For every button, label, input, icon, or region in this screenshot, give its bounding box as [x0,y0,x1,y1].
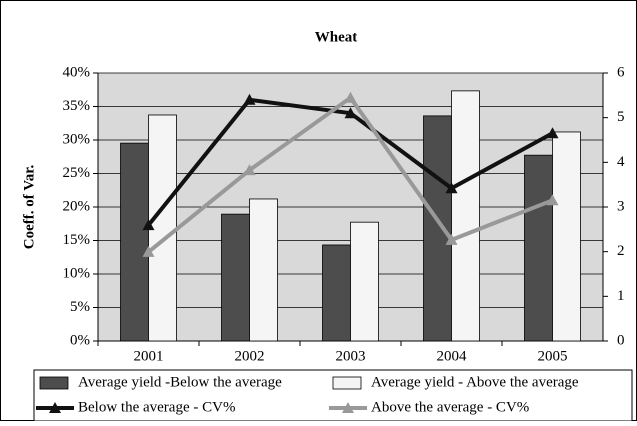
bar [423,115,452,342]
x-tick-label: 2005 [538,348,568,364]
legend-marker [342,402,354,413]
line-marker [445,233,458,245]
bar [524,154,553,342]
bar [451,90,480,342]
line-marker [142,245,155,257]
y-tick-label: 0% [70,332,90,348]
legend-marker [49,402,61,413]
y2-tick-label: 4 [617,154,625,170]
bar [322,244,351,342]
line-marker [546,127,559,139]
line-marker [243,164,256,176]
y2-tick-label: 2 [617,243,625,259]
chart-title: Wheat [315,29,358,45]
y2-tick-label: 1 [617,288,625,304]
line-marker [344,91,357,103]
legend-label: Average yield - Above the average [371,374,579,390]
legend-label: Average yield -Below the average [78,374,282,390]
x-tick-label: 2002 [235,348,265,364]
y-tick-label: 15% [63,232,91,248]
bar [120,142,149,342]
y2-tick-label: 3 [617,198,625,214]
y-tick-label: 35% [63,98,91,114]
legend-label: Below the average - CV% [78,399,235,415]
bar [249,198,278,342]
y-tick-label: 20% [63,198,91,214]
y-tick-label: 30% [63,131,91,147]
line-marker [344,107,357,119]
y2-tick-label: 6 [617,64,625,80]
legend-label: Above the average - CV% [371,399,529,415]
legend-swatch [332,376,362,390]
y-tick-label: 40% [63,64,91,80]
line-marker [243,93,256,105]
y-tick-label: 25% [63,165,91,181]
bar [221,213,250,342]
x-tick-label: 2001 [134,348,164,364]
line-marker [142,219,155,231]
line-marker [546,194,559,206]
line-marker [445,182,458,194]
y2-tick-label: 5 [617,109,625,125]
y-axis-title: Coeff. of Var. [21,165,37,250]
x-tick-label: 2004 [437,348,468,364]
y-tick-label: 5% [70,299,90,315]
x-tick-label: 2003 [336,348,366,364]
bar [350,221,379,342]
legend-swatch [39,376,69,390]
y-tick-label: 10% [63,265,91,281]
bar [552,131,581,342]
y2-tick-label: 0 [617,332,625,348]
